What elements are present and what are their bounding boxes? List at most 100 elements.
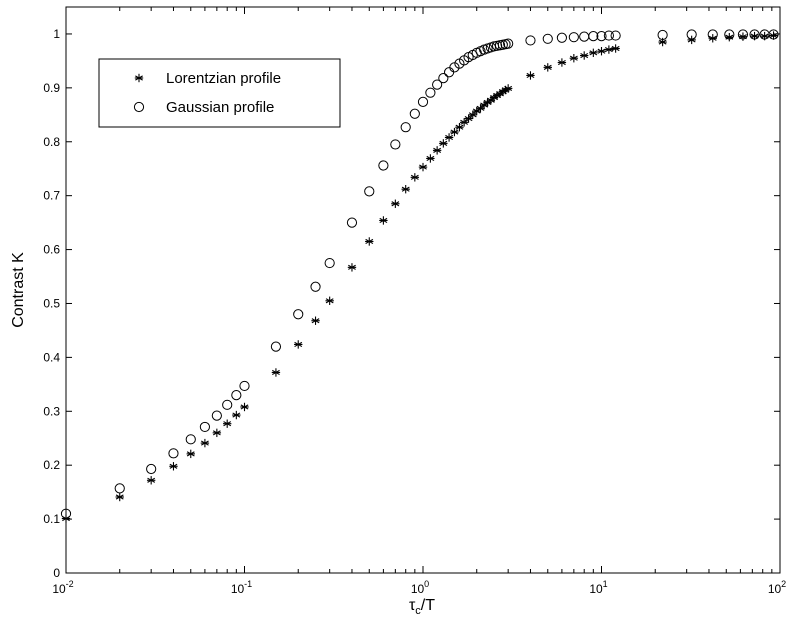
y-axis-label: Contrast K — [10, 252, 27, 328]
lorentzian-point — [401, 184, 410, 194]
gaussian-point — [199, 421, 210, 433]
gaussian-point — [239, 380, 250, 392]
gaussian-point — [293, 309, 304, 320]
gaussian-point — [657, 29, 668, 41]
gaussian-point — [610, 30, 621, 41]
lorentzian-point — [464, 114, 473, 123]
gaussian-point — [768, 29, 779, 40]
gaussian-point — [346, 217, 358, 228]
lorentzian-point — [589, 48, 598, 58]
legend-box — [98, 58, 341, 128]
lorentzian-point — [365, 237, 374, 246]
legend-circle-marker — [133, 101, 145, 113]
lorentzian-point — [418, 162, 428, 172]
data-markers — [60, 29, 779, 523]
legend-circle — [133, 101, 145, 113]
y-tick-label: 1 — [53, 27, 60, 41]
y-tick-label: 0.7 — [43, 189, 60, 203]
lorentzian-point — [611, 44, 620, 53]
gaussian-point — [438, 73, 449, 84]
legend-label-gaussian: Gaussian profile — [166, 99, 274, 116]
lorentzian-point — [212, 428, 222, 438]
gaussian-point — [231, 390, 242, 401]
lorentzian-point — [769, 31, 778, 40]
gaussian-point — [310, 281, 321, 292]
gaussian-point — [378, 160, 389, 171]
lorentzian-point — [391, 199, 400, 208]
lorentzian-point — [604, 45, 614, 54]
lorentzian-point — [444, 133, 454, 142]
lorentzian-point — [223, 419, 232, 428]
y-tick-label: 0 — [53, 566, 60, 580]
lorentzian-point — [580, 51, 589, 60]
x-axis-label-base: τ — [409, 597, 416, 614]
x-tick-label: 10-2 — [52, 579, 73, 596]
lorentzian-point — [271, 368, 281, 377]
x-axis-label: τc/T — [409, 597, 435, 617]
lorentzian-point — [503, 84, 513, 93]
gaussian-point — [603, 30, 614, 41]
lorentzian-point — [294, 340, 303, 349]
lorentzian-point — [146, 476, 156, 485]
lorentzian-point — [658, 37, 667, 47]
gaussian-point — [185, 434, 196, 445]
lorentzian-point — [569, 54, 579, 63]
gaussian-point — [417, 96, 429, 107]
lorentzian-point — [426, 154, 435, 163]
lorentzian-point — [439, 139, 448, 148]
lorentzian-point — [347, 263, 357, 272]
gaussian-point — [588, 31, 599, 42]
x-tick-label: 101 — [589, 579, 607, 596]
gaussian-point — [146, 463, 157, 475]
legend-asterisk — [134, 73, 144, 83]
x-axis-label-rest: /T — [421, 597, 435, 614]
lorentzian-point — [240, 402, 249, 412]
gaussian-point — [525, 35, 536, 46]
gaussian-point — [409, 108, 420, 119]
lorentzian-point — [232, 410, 241, 420]
x-axis-label-subscript: c — [415, 605, 421, 617]
gaussian-point — [60, 508, 72, 519]
x-tick-label: 100 — [411, 579, 429, 596]
legend-label-lorentzian: Lorentzian profile — [166, 70, 281, 87]
x-tick-label: 10-1 — [231, 579, 252, 596]
lorentzian-point — [468, 110, 477, 120]
lorentzian-point — [200, 438, 210, 448]
legend-asterisk-marker — [134, 73, 144, 83]
y-tick-label: 0.4 — [43, 350, 60, 364]
lorentzian-point — [325, 296, 334, 305]
gaussian-point — [168, 448, 179, 459]
lorentzian-point — [169, 462, 178, 471]
gaussian-point — [749, 29, 760, 40]
gaussian-point — [425, 87, 436, 98]
gaussian-point — [542, 33, 553, 44]
gaussian-point — [686, 29, 697, 40]
gaussian-point — [270, 341, 282, 352]
lorentzian-point — [455, 123, 464, 132]
lorentzian-point — [459, 118, 469, 127]
gaussian-point — [556, 32, 568, 43]
legend: Lorentzian profile Gaussian profile — [98, 58, 341, 128]
gaussian-point — [324, 257, 335, 269]
gaussian-point — [222, 399, 233, 410]
lorentzian-point — [526, 71, 535, 80]
lorentzian-point — [379, 216, 388, 225]
gaussian-point — [364, 186, 375, 197]
gaussian-point — [707, 29, 718, 40]
gaussian-point — [114, 483, 125, 494]
lorentzian-point — [432, 146, 442, 155]
y-tick-label: 0.1 — [43, 512, 60, 526]
lorentzian-point — [115, 492, 124, 502]
gaussian-point — [432, 79, 443, 90]
gaussian-point — [568, 32, 579, 43]
lorentzian-point — [311, 316, 320, 325]
lorentzian-point — [760, 31, 769, 41]
lorentzian-point — [750, 31, 759, 41]
gaussian-point — [211, 410, 222, 421]
gaussian-point — [503, 38, 514, 49]
lorentzian-point — [410, 173, 420, 182]
y-tick-label: 0.6 — [43, 243, 60, 257]
axis-tick-labels: 0 0.1 0.2 0.3 0.4 0.5 0.6 0.7 0.8 0.9 1 10-2 10-1 100… — [43, 27, 786, 596]
y-tick-label: 0.5 — [43, 296, 60, 310]
